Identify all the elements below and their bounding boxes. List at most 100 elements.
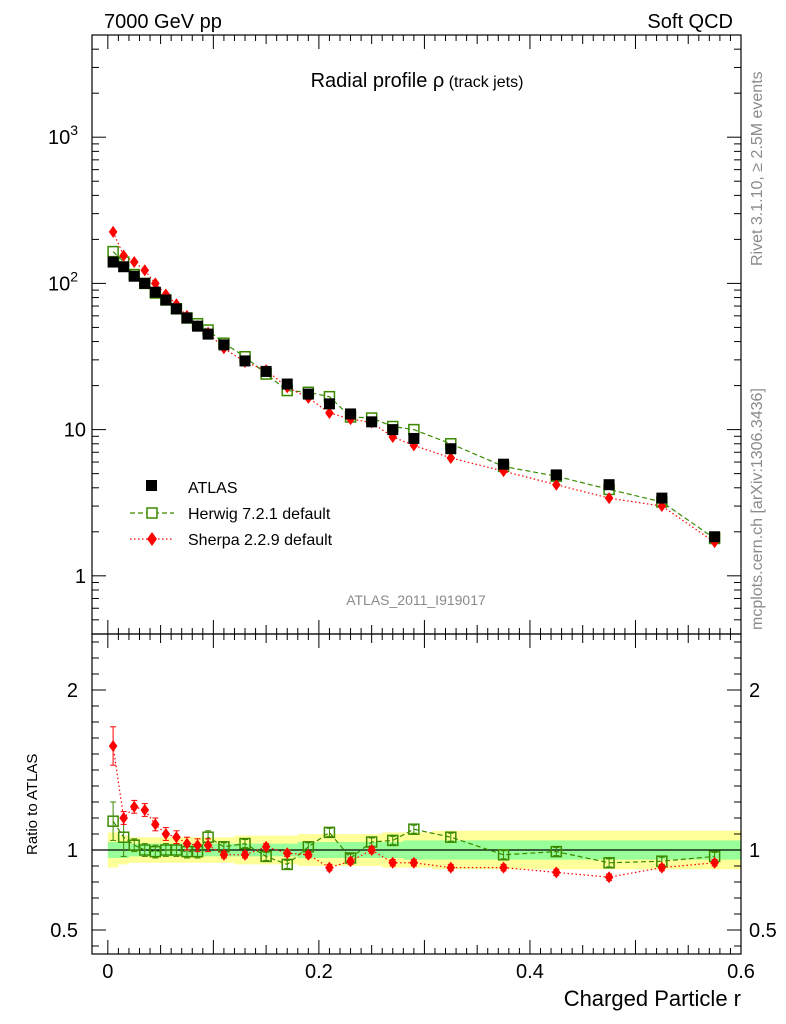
legend-atlas-marker xyxy=(146,480,157,491)
ratio-sherpa-point xyxy=(203,839,213,852)
ratio-series-sherpa xyxy=(108,726,719,884)
sherpa-point xyxy=(446,451,456,464)
ratio-sherpa-line xyxy=(112,745,715,878)
ratio-sherpa-point xyxy=(710,856,719,869)
ratio-sherpa-point xyxy=(150,818,160,831)
ratio-sherpa-point xyxy=(129,800,139,813)
legend-herwig-label: Herwig 7.2.1 default xyxy=(188,506,331,523)
ratio-sherpa-point xyxy=(119,812,128,824)
atlas-point xyxy=(170,303,182,315)
ratio-sherpa-point xyxy=(325,861,334,874)
atlas-point xyxy=(149,286,161,298)
ratio-sherpa-point xyxy=(219,848,229,861)
ratio-sherpa-point xyxy=(282,847,292,860)
atlas-point xyxy=(192,320,204,332)
ratio-frame xyxy=(91,633,742,955)
ratio-herwig-point xyxy=(117,831,130,843)
ratio-sherpa-point xyxy=(161,828,171,840)
ratio-y-tick-label-right: 0.5 xyxy=(749,920,777,942)
ratio-sherpa-point xyxy=(304,848,313,861)
atlas-point xyxy=(202,328,214,340)
ratio-panel: 0 0.2 0.4 0.6 0.5 0.5 1 1 2 2 Ratio to ATLAS xyxy=(24,633,777,983)
ratio-ylabel: Ratio to ATLAS xyxy=(24,754,41,855)
main-title-text: Radial profile xyxy=(311,70,433,92)
legend: ATLAS Herwig 7.2.1 default Sherpa 2.2.9 … xyxy=(130,480,333,549)
main-y-tick-label: 103 xyxy=(48,122,78,149)
ratio-herwig-point xyxy=(445,831,457,843)
sherpa-point xyxy=(657,500,667,513)
x-tick-label: 0.4 xyxy=(516,961,544,983)
ratio-y-tick-label: 2 xyxy=(67,680,78,702)
ratio-herwig-point xyxy=(497,849,510,861)
atlas-point xyxy=(302,388,314,400)
header-left: 7000 GeV pp xyxy=(104,11,222,33)
ratio-herwig-point xyxy=(387,834,399,847)
atlas-point xyxy=(550,469,562,481)
ratio-sherpa-point xyxy=(140,804,150,816)
legend-herwig-marker xyxy=(146,507,158,519)
atlas-point xyxy=(139,277,151,289)
atlas-point xyxy=(387,424,399,436)
atlas-point xyxy=(445,443,457,455)
mcplots-label: mcplots.cern.ch [arXiv:1306.3436] xyxy=(749,388,766,630)
atlas-point xyxy=(656,492,668,504)
atlas-point xyxy=(323,398,335,410)
ratio-sherpa-point xyxy=(193,839,202,852)
header-right: Soft QCD xyxy=(647,11,733,33)
atlas-point xyxy=(218,339,230,351)
main-title-sub: (track jets) xyxy=(444,74,523,91)
legend-atlas-label: ATLAS xyxy=(188,480,238,497)
ratio-sherpa-point xyxy=(409,856,419,869)
series-sherpa xyxy=(108,225,719,549)
sherpa-point xyxy=(140,264,150,277)
sherpa-point xyxy=(325,406,334,419)
atlas-point xyxy=(239,355,251,367)
ratio-y-tick-label: 0.5 xyxy=(50,920,78,942)
ratio-sherpa-point xyxy=(446,861,456,874)
sherpa-line xyxy=(112,231,715,543)
rivet-label: Rivet 3.1.10, ≥ 2.5M events xyxy=(749,71,766,266)
x-tick-label: 0.2 xyxy=(305,961,333,983)
sherpa-point xyxy=(129,256,139,269)
ratio-herwig-point xyxy=(408,823,420,835)
series-herwig xyxy=(107,245,721,545)
ratio-sherpa-point xyxy=(367,844,376,856)
atlas-point xyxy=(498,458,510,470)
series-atlas xyxy=(107,256,721,543)
sherpa-point xyxy=(119,249,128,262)
x-tick-label: 0.6 xyxy=(727,961,755,983)
atlas-point xyxy=(408,432,420,444)
legend-sherpa-marker xyxy=(147,532,157,546)
ratio-sherpa-point xyxy=(552,866,561,879)
sherpa-point xyxy=(604,492,614,505)
ratio-axis-ticks: 0 0.2 0.4 0.6 0.5 0.5 1 1 2 2 xyxy=(50,634,777,983)
main-title: Radial profile ρ (track jets) xyxy=(311,70,524,92)
ratio-y-tick-label: 1 xyxy=(67,840,78,862)
main-y-tick-label: 1 xyxy=(75,566,86,588)
ratio-herwig-point xyxy=(239,837,251,850)
ratio-sherpa-point xyxy=(388,856,398,869)
ratio-sherpa-point xyxy=(346,855,355,868)
atlas-point xyxy=(160,294,172,306)
ratio-herwig-point xyxy=(323,826,336,839)
atlas-point xyxy=(260,365,272,377)
herwig-line xyxy=(112,251,715,539)
ratio-herwig-point xyxy=(107,815,119,827)
ratio-sherpa-point xyxy=(182,837,192,850)
legend-sherpa-label: Sherpa 2.2.9 default xyxy=(188,532,333,549)
atlas-point xyxy=(107,256,119,268)
ratio-sherpa-point xyxy=(604,871,614,884)
main-axis-ticks: 1 10 102 103 xyxy=(48,34,742,635)
main-title-symbol: ρ xyxy=(433,70,444,92)
sherpa-point xyxy=(108,225,118,238)
ratio-sherpa-point xyxy=(499,861,508,874)
sherpa-point xyxy=(150,277,160,290)
atlas-point xyxy=(128,270,140,282)
ratio-herwig-point xyxy=(281,858,293,871)
watermark: ATLAS_2011_I919017 xyxy=(346,592,486,608)
atlas-point xyxy=(118,261,130,273)
atlas-point xyxy=(181,312,193,324)
ratio-herwig-point xyxy=(550,845,563,858)
